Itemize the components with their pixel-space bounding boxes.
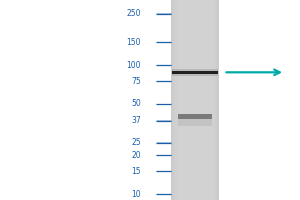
Text: 100: 100 (127, 61, 141, 70)
Text: 75: 75 (131, 77, 141, 86)
Bar (174, 0, 216, 200)
Bar (172, 69, 218, 76)
Text: 10: 10 (131, 190, 141, 199)
Bar (171, 0, 219, 200)
Bar (176, 0, 214, 200)
Bar (178, 119, 212, 126)
Text: 25: 25 (131, 138, 141, 147)
Text: 50: 50 (131, 99, 141, 108)
Text: 150: 150 (127, 38, 141, 47)
Text: 37: 37 (131, 116, 141, 125)
Bar (172, 71, 218, 74)
Bar (178, 0, 212, 200)
Bar (182, 0, 208, 200)
Bar (180, 0, 210, 200)
Bar (171, 0, 219, 200)
Text: 15: 15 (131, 167, 141, 176)
Bar (177, 0, 213, 200)
Text: 20: 20 (131, 151, 141, 160)
Bar (172, 0, 218, 200)
Bar (178, 114, 212, 119)
Text: 250: 250 (127, 9, 141, 18)
